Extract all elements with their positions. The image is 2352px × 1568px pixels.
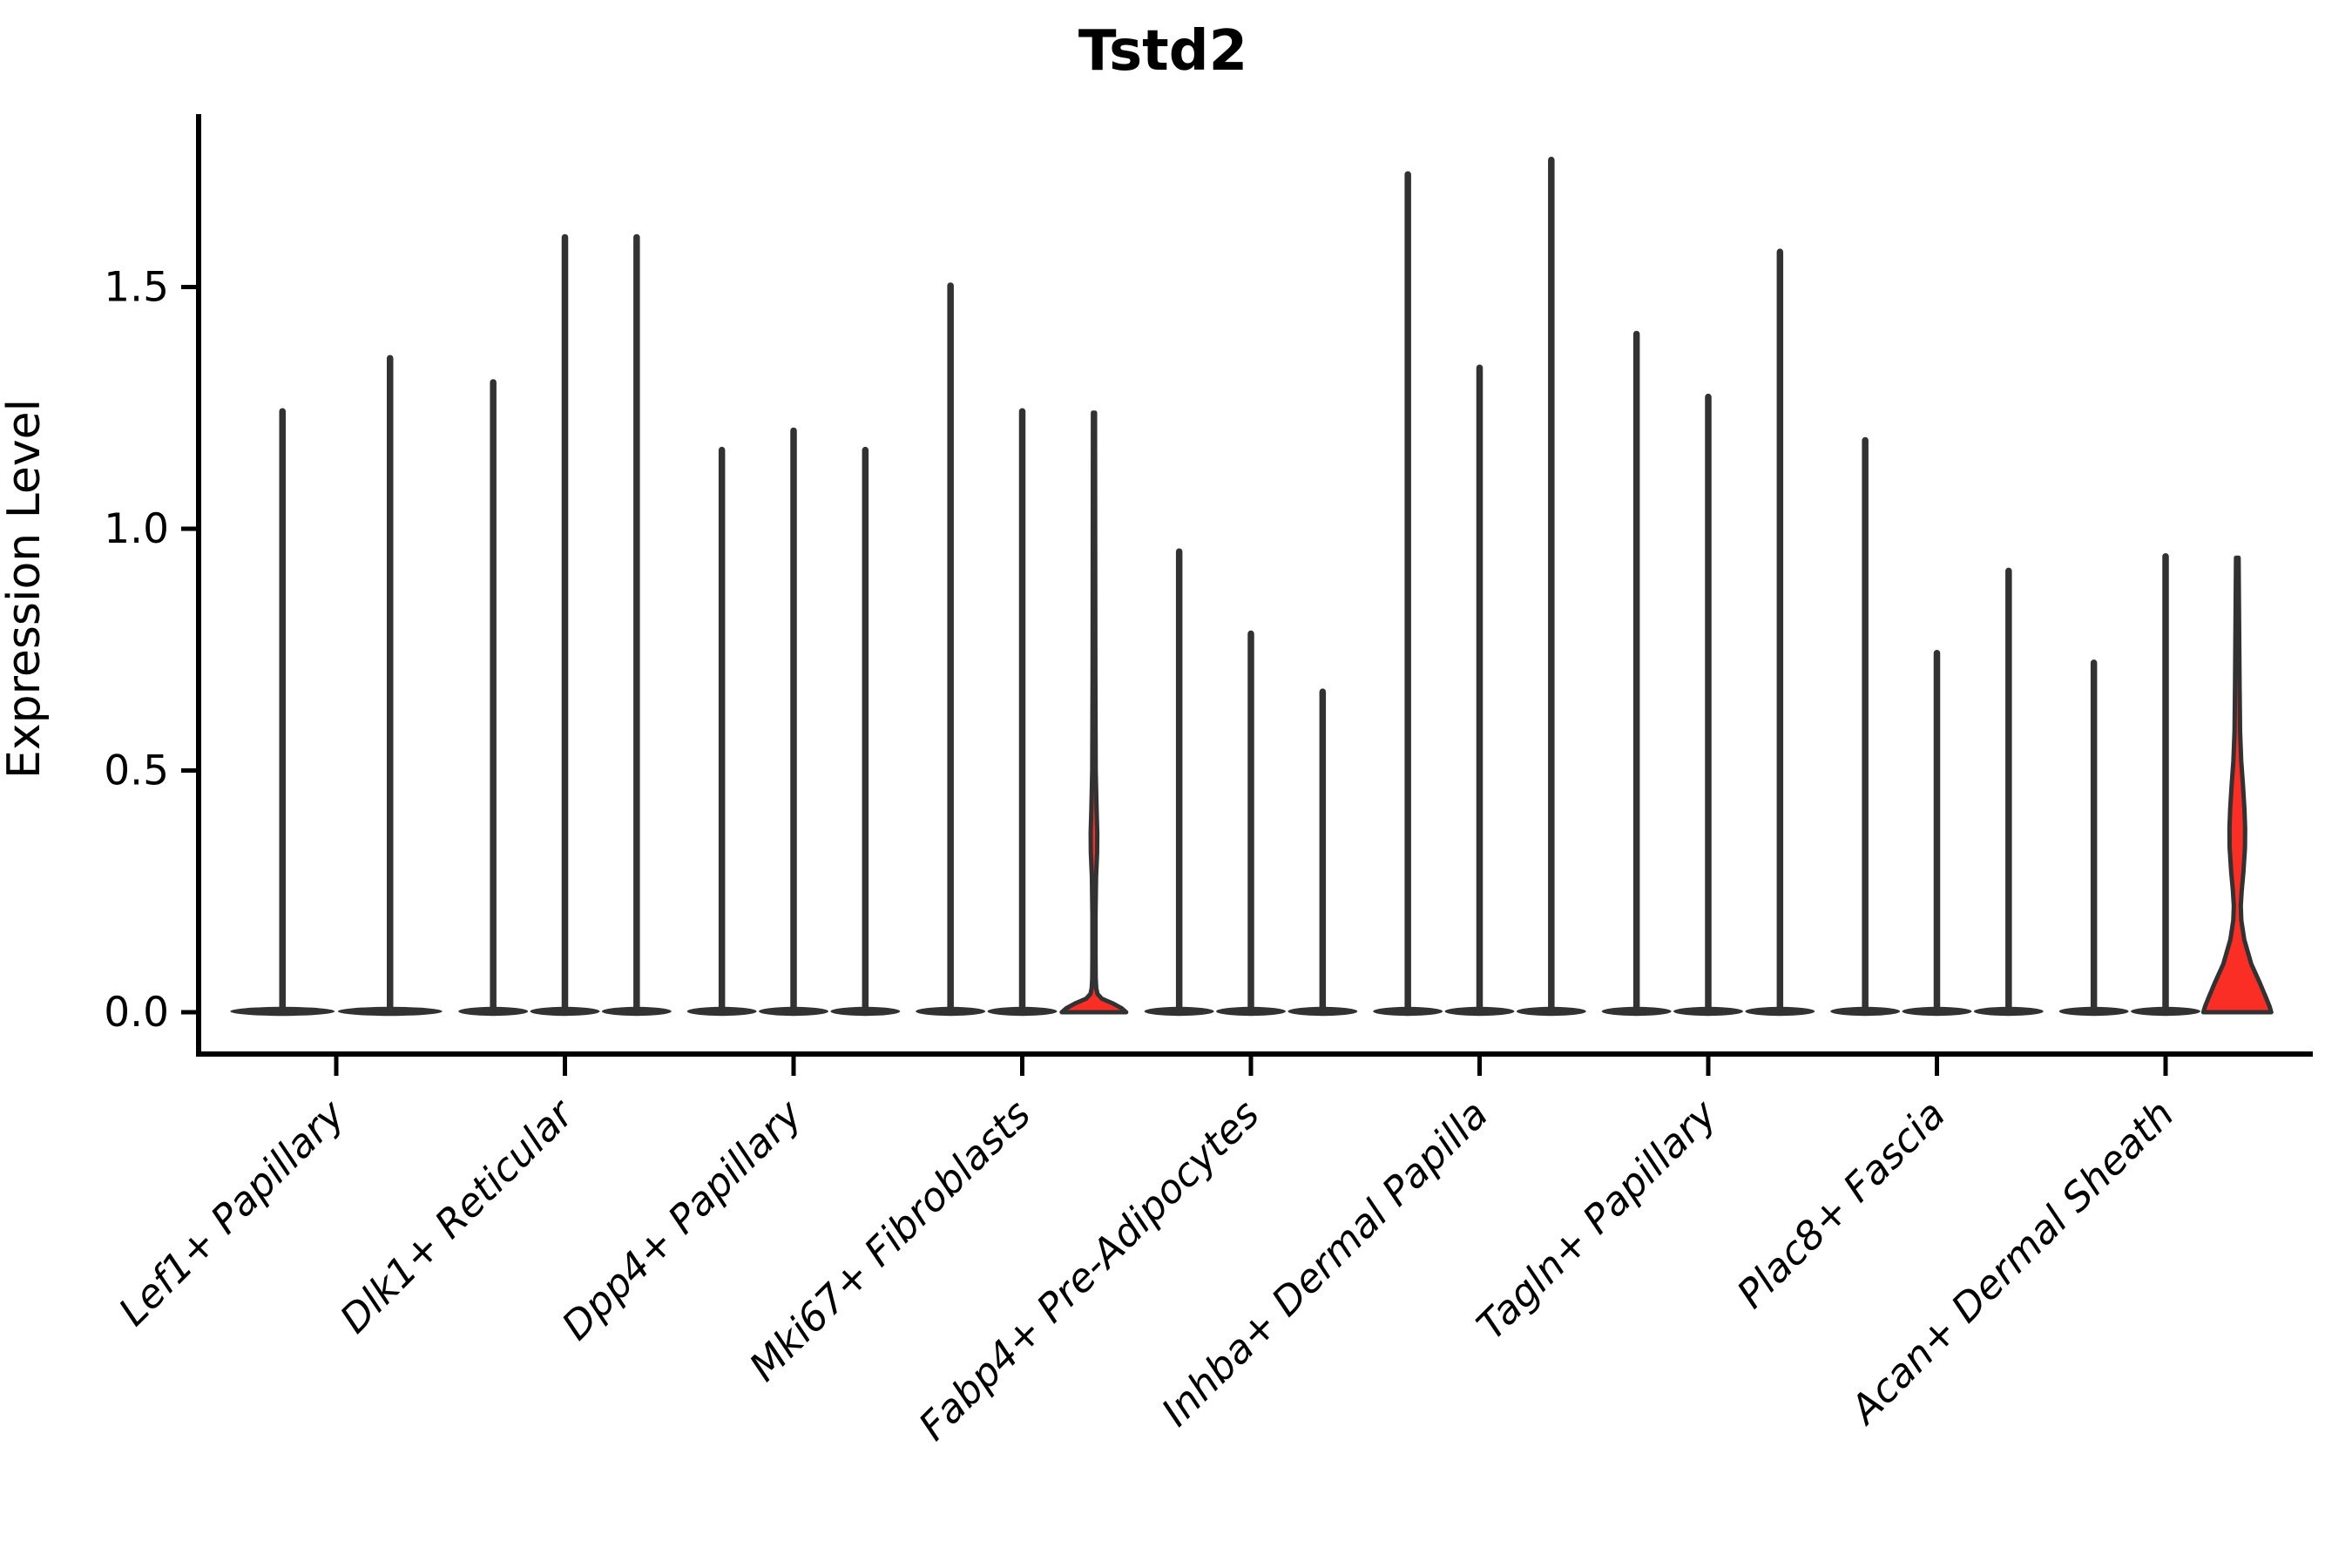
y-tick-label-0.5: 0.5 bbox=[104, 747, 169, 795]
violin-6-1-base bbox=[1673, 1006, 1743, 1017]
violin-2-0-base bbox=[686, 1006, 757, 1017]
y-tick-label-0.0: 0.0 bbox=[104, 989, 169, 1037]
violin-1-2-base bbox=[601, 1006, 672, 1017]
violin-4-2-base bbox=[1288, 1006, 1358, 1017]
y-tick-label-1.0: 1.0 bbox=[104, 505, 169, 553]
violin-7-0-base bbox=[1830, 1006, 1901, 1017]
violin-4-0-base bbox=[1144, 1006, 1214, 1017]
violin-6-2-base bbox=[1745, 1006, 1815, 1017]
violin-5-2-base bbox=[1516, 1006, 1586, 1017]
x-tick-label-1: Dlk1+ Reticular bbox=[331, 1090, 584, 1342]
violin-4-1-base bbox=[1216, 1006, 1286, 1017]
violin-7-2-base bbox=[1973, 1006, 2044, 1017]
violin-1-0-base bbox=[458, 1006, 529, 1017]
violin-5-0-base bbox=[1373, 1006, 1443, 1017]
violin-1-1-base bbox=[530, 1006, 600, 1017]
violin-3-1-base bbox=[987, 1006, 1058, 1017]
chart-title: Tstd2 bbox=[0, 19, 2326, 84]
violin-5-1-base bbox=[1444, 1006, 1515, 1017]
violin-0-1-base bbox=[337, 1006, 443, 1017]
y-tick-label-1.5: 1.5 bbox=[104, 264, 169, 312]
violin-6-0-base bbox=[1601, 1006, 1672, 1017]
violin-2-1-base bbox=[759, 1006, 828, 1017]
violin-2-2-base bbox=[830, 1006, 901, 1017]
x-tick-label-7: Plac8+ Fascia bbox=[1728, 1091, 1955, 1317]
violin-7-1-base bbox=[1902, 1006, 1972, 1017]
violin-8-0-base bbox=[2058, 1006, 2129, 1017]
violin-8-1-base bbox=[2131, 1006, 2200, 1017]
violin-3-0-base bbox=[916, 1006, 986, 1017]
x-tick-label-6: Tagln+ Papillary bbox=[1468, 1090, 1727, 1348]
x-tick-label-2: Dpp4+ Papillary bbox=[553, 1090, 812, 1348]
x-tick-label-0: Lef1+ Papillary bbox=[110, 1090, 355, 1335]
chart-title-text: Tstd2 bbox=[1078, 19, 1248, 84]
violin-3-2-red bbox=[1059, 410, 1129, 1015]
violin-8-2-red bbox=[2200, 555, 2274, 1015]
violin-0-0-base bbox=[230, 1006, 335, 1017]
